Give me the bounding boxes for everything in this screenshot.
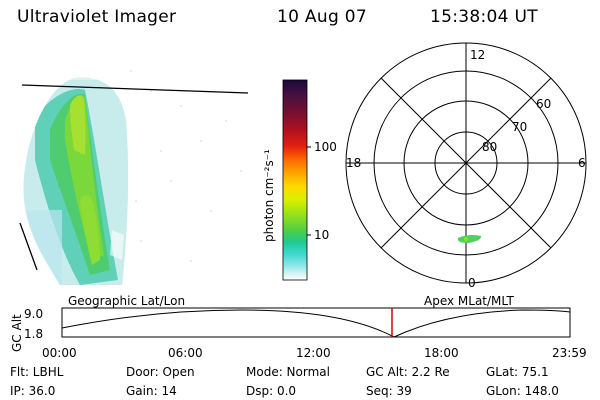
lat-label-80: 80 <box>482 140 498 154</box>
mlt-label-6: 6 <box>578 156 586 170</box>
geographic-aurora-image <box>19 70 249 285</box>
colorbar-unit-label: photon cm⁻²s⁻¹ <box>262 149 276 242</box>
info-dsp: Dsp: 0.0 <box>246 384 297 398</box>
lat-label-60: 60 <box>536 97 552 111</box>
info-ip: IP: 36.0 <box>10 384 56 398</box>
info-seq: Seq: 39 <box>366 384 412 398</box>
mlt-label-0: 0 <box>468 276 476 290</box>
track-line-top <box>21 84 249 94</box>
info-gc-alt: GC Alt: 2.2 Re <box>366 365 450 379</box>
x-tick-1200: 12:00 <box>296 346 331 360</box>
date-label: 10 Aug 07 <box>277 7 367 27</box>
polar-mlt-plot <box>345 42 587 284</box>
info-door: Door: Open <box>126 365 195 379</box>
x-tick-2359: 23:59 <box>552 346 587 360</box>
mlt-label-18: 18 <box>346 156 362 170</box>
info-filter: Flt: LBHL <box>10 365 64 379</box>
instrument-title: Ultraviolet Imager <box>17 7 177 27</box>
timeline-left-title: Geographic Lat/Lon <box>68 294 186 308</box>
time-label: 15:38:04 UT <box>430 7 538 27</box>
lat-label-70: 70 <box>512 120 528 134</box>
x-tick-0600: 06:00 <box>168 346 203 360</box>
timeline-y-axis-label: GC Alt <box>10 314 24 352</box>
x-tick-1800: 18:00 <box>424 346 459 360</box>
info-mode: Mode: Normal <box>246 365 330 379</box>
info-glon: GLon: 148.0 <box>486 384 559 398</box>
y-tick-1-8: 1.8 <box>24 327 44 341</box>
colorbar-tick-10: 10 <box>314 228 330 242</box>
info-glat: GLat: 75.1 <box>486 365 549 379</box>
y-tick-9: 9.0 <box>24 307 44 321</box>
info-gain: Gain: 14 <box>126 384 177 398</box>
mlt-label-12: 12 <box>470 48 486 62</box>
colorbar-tick-100: 100 <box>314 140 337 154</box>
track-line-left <box>19 222 38 271</box>
aurora-spot <box>457 234 482 243</box>
color-scale-bar <box>282 79 311 281</box>
x-tick-0000: 00:00 <box>42 346 77 360</box>
timeline-right-title: Apex MLat/MLT <box>424 294 514 308</box>
altitude-timeline-plot <box>61 307 571 338</box>
